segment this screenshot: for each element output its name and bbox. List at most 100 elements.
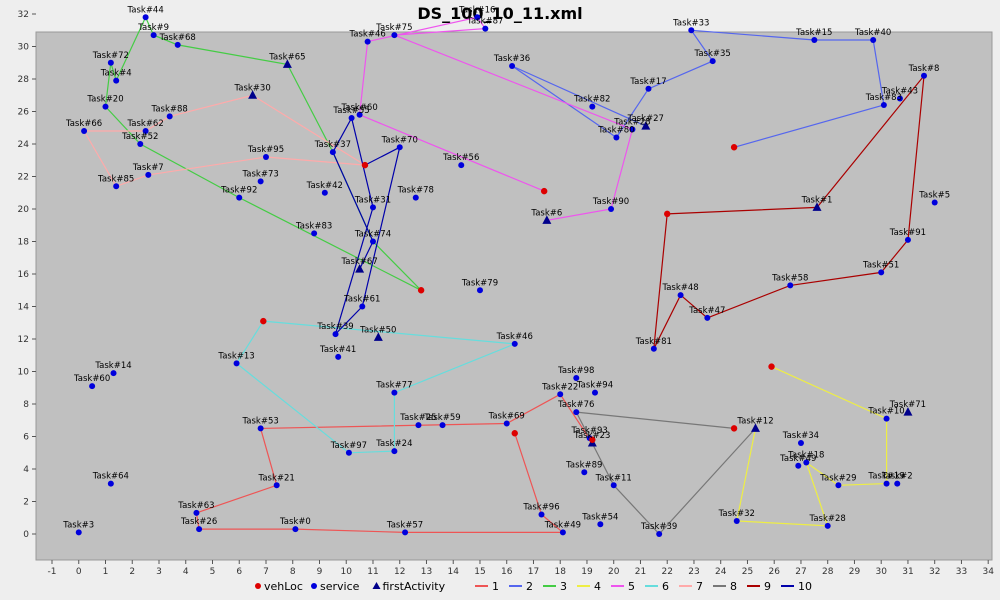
y-tick-label: 4 [23,465,29,475]
service-point-marker [356,111,363,118]
task-label: Task#85 [97,174,134,184]
service-point-marker [439,422,446,429]
service-point-marker [233,360,240,367]
legend-label: 6 [662,580,669,593]
task-label: Task#54 [581,512,618,522]
x-tick-label: 31 [902,567,913,577]
service-point-marker [597,521,604,528]
vehicle-locations [260,144,775,443]
service-point-marker [931,199,938,206]
legend-marker-circle [255,583,261,589]
service-point-marker [573,375,580,381]
task-label: Task#39 [316,322,353,332]
task-label: Task#16 [458,5,495,15]
task-label: Task#13 [217,351,254,361]
service-point-marker [503,420,510,427]
y-tick-label: 12 [18,335,29,345]
service-point-marker [292,526,299,533]
task-label: Task#90 [592,197,629,207]
task-label: Task#41 [319,345,356,355]
x-tick-label: 13 [421,567,432,577]
task-label: Task#3 [62,520,94,530]
service-point-marker [273,482,280,489]
legend-label: 1 [492,580,499,593]
x-tick-label: 34 [982,567,994,577]
task-label: Task#21 [258,473,295,483]
task-label: Task#50 [359,325,396,335]
task-label: Task#30 [233,83,270,93]
legend-label: 10 [798,580,812,593]
y-tick-label: 8 [23,400,29,410]
service-point-marker [509,63,516,69]
task-label: Task#46 [348,30,385,40]
x-tick-label: 1 [103,567,109,577]
task-label: Task#36 [493,54,530,64]
service-point-marker [329,149,336,156]
service-point-marker [257,425,264,432]
task-label: Task#28 [809,514,846,524]
task-label: Task#4 [100,69,132,79]
x-tick-label: 32 [929,567,940,577]
service-point-marker [474,14,481,21]
task-label: Task#29 [819,473,856,483]
task-label: Task#95 [247,145,284,155]
task-label: Task#92 [220,186,257,196]
first-activity-marker [750,423,760,432]
service-point-marker [610,482,617,489]
service-point-marker [262,154,269,160]
x-tick-label: 29 [849,567,861,577]
service-point-marker [573,409,580,416]
task-label: Task#58 [771,273,808,283]
service-point-marker [511,340,518,347]
x-tick-label: 23 [688,567,699,577]
task-label: Task#66 [65,119,102,129]
legend-label: 4 [594,580,601,593]
x-tick-label: 28 [822,567,834,577]
task-label: Task#24 [375,439,412,449]
task-label: Task#83 [865,93,902,103]
task-label: Task#52 [121,132,158,142]
service-point-marker [311,230,318,237]
task-label: Task#20 [86,95,123,105]
task-label: Task#2 [881,472,913,482]
task-label: Task#49 [779,454,816,464]
service-point-marker [811,37,818,43]
x-tick-label: 26 [768,567,780,577]
task-label: Task#75 [375,23,412,33]
service-point-marker [704,314,711,321]
service-point-marker [369,204,376,211]
service-point-marker [589,103,596,110]
y-tick-label: 20 [18,205,30,215]
vehicle-location-marker [417,287,425,294]
x-tick-label: 20 [608,567,620,577]
task-label: Task#82 [573,95,610,105]
x-tick-label: 33 [956,567,967,577]
task-label: Task#27 [627,114,664,124]
service-point-marker [102,103,109,110]
x-tick-label: 15 [474,567,485,577]
vehicle-location-marker [664,210,671,218]
service-point-marker [709,58,716,65]
service-point-marker [883,480,890,487]
x-tick-label: 4 [183,567,189,577]
task-label: Task#59 [423,413,460,423]
task-label: Task#6 [530,208,562,218]
task-label: Task#19 [867,472,904,482]
task-label: Task#89 [565,460,602,470]
task-label: Task#62 [126,119,163,129]
legend-label: 8 [730,580,737,593]
task-label: Task#91 [889,228,926,238]
task-label: Task#43 [881,87,918,97]
service-point-marker [364,38,371,45]
service-point-marker [629,126,636,133]
service-point-marker [870,37,877,43]
task-label: Task#46 [496,332,533,342]
x-tick-label: 27 [795,567,806,577]
task-label: Task#39 [640,522,677,532]
service-point-marker [795,462,802,469]
task-label: Task#22 [541,382,578,392]
x-tick-label: 6 [236,567,242,577]
x-tick-label: -1 [48,567,57,577]
task-label: Task#60 [340,103,377,113]
